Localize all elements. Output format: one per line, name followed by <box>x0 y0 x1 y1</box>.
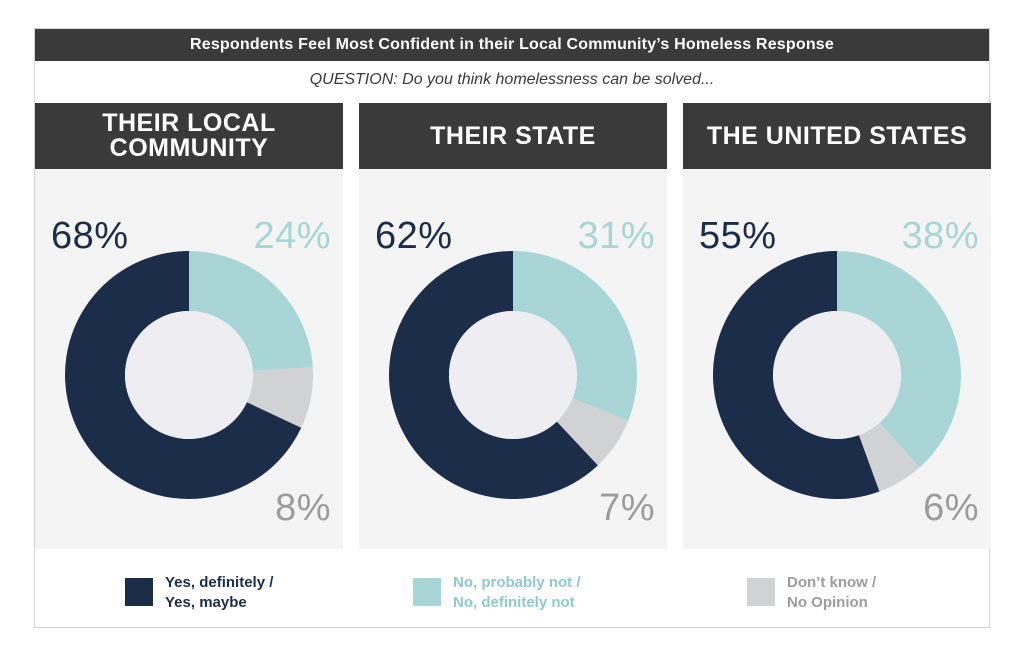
donut-chart <box>712 251 961 499</box>
pct-no-label: 31% <box>577 215 655 257</box>
donut-slice-yes <box>388 251 598 499</box>
donut-chart <box>388 251 637 499</box>
question-text: QUESTION: Do you think homelessness can … <box>309 71 715 88</box>
donut-slice-dont-know <box>246 367 313 428</box>
legend-swatch-yes <box>125 578 153 606</box>
pct-yes-label: 55% <box>699 215 777 257</box>
pct-dont-know-label: 7% <box>599 487 655 529</box>
donut-hole <box>449 311 577 439</box>
infographic-frame: Respondents Feel Most Confident in their… <box>34 28 991 628</box>
panel-header: THE UNITED STATES <box>683 103 991 169</box>
donut-slice-no <box>189 251 313 371</box>
legend-label: Don’t know / No Opinion <box>787 574 877 611</box>
legend-swatch-dont-know <box>747 578 775 606</box>
panel-local-community: THEIR LOCAL COMMUNITY 68% 24% 8% <box>35 103 343 549</box>
donut-slice-dont-know <box>556 398 629 466</box>
legend-item-dont-know: Don’t know / No Opinion <box>747 573 876 613</box>
pct-no-label: 24% <box>253 215 331 257</box>
donut-hole <box>773 311 901 439</box>
pct-dont-know-label: 8% <box>275 487 331 529</box>
legend-item-no: No, probably not / No, definitely not <box>413 573 581 613</box>
legend-swatch-no <box>413 578 441 606</box>
panel-header: THEIR LOCAL COMMUNITY <box>35 103 343 169</box>
panel-united-states: THE UNITED STATES 55% 38% 6% <box>683 103 991 549</box>
donut-slice-yes <box>712 251 880 499</box>
pct-no-label: 38% <box>901 215 979 257</box>
donut-slice-no <box>513 251 637 421</box>
legend-item-yes: Yes, definitely / Yes, maybe <box>125 573 273 613</box>
panel-header: THEIR STATE <box>359 103 667 169</box>
donut-slice-dont-know <box>858 422 920 492</box>
donut-slice-yes <box>64 251 302 499</box>
panel-state: THEIR STATE 62% 31% 7% <box>359 103 667 549</box>
pct-dont-know-label: 6% <box>923 487 979 529</box>
legend-label: No, probably not / No, definitely not <box>453 574 581 611</box>
donut-hole <box>125 311 253 439</box>
chart-title: Respondents Feel Most Confident in their… <box>35 29 989 61</box>
pct-yes-label: 68% <box>51 215 129 257</box>
legend-label: Yes, definitely / Yes, maybe <box>165 574 274 611</box>
donut-chart <box>64 251 313 499</box>
donut-slice-no <box>837 251 961 468</box>
pct-yes-label: 62% <box>375 215 453 257</box>
